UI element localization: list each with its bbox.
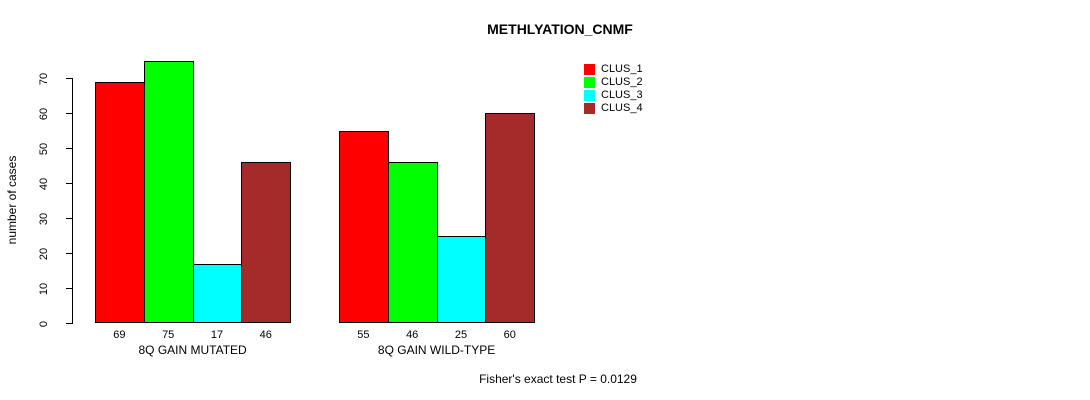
pvalue-annotation: Fisher's exact test P = 0.0129 [479, 372, 637, 386]
legend-item-clus_3: CLUS_3 [584, 89, 643, 102]
legend-item-clus_4: CLUS_4 [584, 102, 643, 115]
legend: CLUS_1 CLUS_2 CLUS_3 CLUS_4 [584, 63, 643, 115]
legend-swatch-icon [584, 77, 595, 88]
legend-label: CLUS_3 [601, 89, 643, 101]
legend-item-clus_2: CLUS_2 [584, 76, 643, 89]
legend-swatch-icon [584, 103, 595, 114]
y-tick [66, 148, 73, 149]
bar-value-label: 46 [406, 329, 419, 341]
bar-clus_1-2 [339, 130, 389, 323]
y-tick-label: 50 [38, 142, 50, 155]
y-tick [66, 323, 73, 324]
y-tick [66, 288, 73, 289]
y-tick [66, 253, 73, 254]
bar-clus_1-1 [95, 81, 145, 323]
bar-value-label: 69 [113, 329, 126, 341]
x-category-label: 8Q GAIN WILD-TYPE [377, 343, 496, 357]
bar-value-label: 46 [259, 329, 272, 341]
legend-label: CLUS_2 [601, 76, 643, 88]
y-tick-label: 10 [38, 282, 50, 295]
legend-item-clus_1: CLUS_1 [584, 63, 643, 76]
legend-swatch-icon [584, 90, 595, 101]
y-tick-label: 20 [38, 247, 50, 260]
bar-value-label: 25 [454, 329, 468, 341]
y-tick-label: 40 [38, 177, 50, 190]
legend-swatch-icon [584, 64, 595, 75]
y-tick [66, 218, 73, 219]
y-axis-line [72, 78, 73, 324]
legend-label: CLUS_1 [601, 63, 643, 75]
bar-value-label: 55 [357, 329, 370, 341]
legend-label: CLUS_4 [601, 102, 643, 114]
y-tick-label: 30 [38, 212, 50, 225]
x-category-label: 8Q GAIN MUTATED [138, 343, 247, 357]
y-tick-label: 60 [38, 107, 50, 120]
bar-value-label: 75 [162, 329, 175, 341]
y-tick [66, 78, 73, 79]
bar-clus_3-2 [436, 235, 487, 323]
y-tick-label: 0 [38, 320, 50, 327]
bar-clus_3-1 [192, 263, 243, 323]
y-tick [66, 183, 73, 184]
y-tick [66, 113, 73, 114]
bar-value-label: 60 [503, 329, 516, 341]
bar-clus_2-2 [387, 162, 438, 323]
chart-title: METHLYATION_CNMF [487, 21, 633, 37]
bar-clus_4-2 [485, 113, 536, 323]
y-axis-title: number of cases [5, 155, 19, 245]
bar-clus_4-1 [241, 162, 292, 323]
y-tick-label: 70 [38, 72, 50, 85]
bar-clus_2-1 [143, 60, 194, 323]
bar-value-label: 17 [210, 329, 224, 341]
